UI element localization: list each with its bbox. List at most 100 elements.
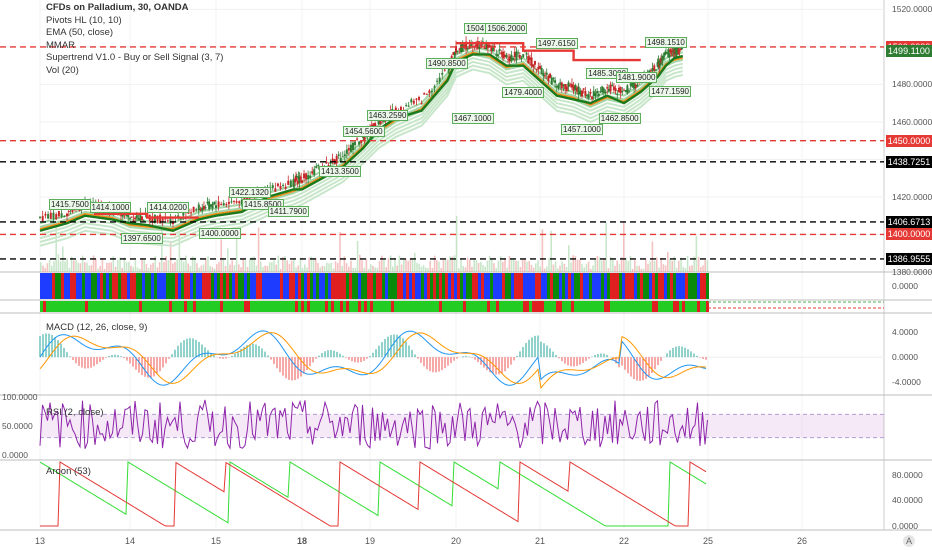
signal-strip-cell: [568, 301, 571, 312]
candle-body: [142, 220, 145, 222]
legend-pivots: Pivots HL (10, 10): [46, 14, 122, 26]
pivot-label: 1506.2000: [485, 22, 528, 34]
signal-strip-cell: [85, 301, 88, 312]
volume-bar: [695, 235, 698, 272]
signal-strip-cell: [205, 301, 208, 312]
aroon-label: Aroon (53): [46, 466, 91, 477]
volume-bar: [101, 258, 104, 272]
candle-body: [596, 91, 599, 94]
mmar-strip-cell: [181, 273, 184, 299]
volume-bar: [240, 267, 242, 272]
signal-strip-cell: [169, 301, 172, 312]
candle-body: [309, 175, 312, 178]
volume-bar: [271, 262, 273, 272]
signal-strip-cell: [547, 301, 550, 312]
signal-strip-cell: [706, 301, 709, 312]
volume-bar: [178, 232, 181, 272]
volume-bar: [117, 259, 119, 272]
candle-body: [532, 64, 535, 68]
candle-body: [407, 105, 410, 107]
volume-bar: [66, 258, 68, 272]
mmar-strip-cell: [541, 273, 544, 299]
candle-body: [455, 46, 457, 53]
mmar-strip-cell: [79, 273, 82, 299]
volume-bar: [286, 260, 288, 272]
volume-bar: [106, 262, 108, 272]
candle-body: [204, 207, 207, 209]
rsi-axis-label: 50.0000: [2, 421, 33, 431]
candle-body: [544, 75, 547, 77]
mmar-strip-cell: [358, 273, 361, 299]
volume-bar: [326, 262, 328, 272]
signal-strip-cell: [451, 301, 454, 312]
mmar-strip-cell: [316, 273, 319, 299]
signal-strip-cell: [478, 301, 481, 312]
volume-bar: [99, 265, 101, 272]
signal-strip-cell: [373, 301, 376, 312]
volume-bar: [510, 259, 513, 272]
signal-strip-cell: [259, 301, 262, 312]
volume-bar: [469, 259, 471, 272]
mmar-strip-cell: [415, 273, 418, 299]
volume-bar: [605, 222, 607, 272]
volume-bar: [48, 259, 51, 272]
auto-scale-button[interactable]: A: [903, 535, 915, 547]
candle-body: [151, 216, 154, 222]
signal-strip-cell: [583, 301, 586, 312]
signal-strip-cell: [415, 301, 418, 312]
signal-strip-cell: [607, 301, 610, 312]
volume-bar: [55, 224, 57, 272]
candle-body: [279, 185, 282, 190]
volume-bar: [532, 267, 535, 272]
mmar-strip-cell: [256, 273, 259, 299]
mmar-strip-cell: [643, 273, 646, 299]
legend-vol: Vol (20): [46, 64, 79, 76]
mmar-strip-cell: [340, 273, 343, 299]
candle-body: [653, 65, 656, 71]
mmar-strip-cell: [199, 273, 202, 299]
volume-bar: [576, 259, 579, 272]
mmar-strip-cell: [622, 273, 625, 299]
mmar-strip-cell: [346, 273, 349, 299]
candle-body: [500, 52, 503, 55]
volume-bar: [194, 257, 196, 272]
signal-strip-cell: [166, 301, 169, 312]
volume-bar: [462, 266, 464, 272]
volume-bar: [431, 267, 434, 272]
mmar-strip-cell: [262, 273, 265, 299]
mmar-strip-cell: [703, 273, 706, 299]
volume-bar: [475, 260, 478, 272]
mmar-strip-cell: [133, 273, 136, 299]
aroon-axis-label: 40.0000: [892, 495, 923, 506]
volume-bar: [447, 259, 449, 272]
mmar-strip-cell: [178, 273, 181, 299]
volume-bar: [134, 260, 137, 272]
mmar-strip-cell: [532, 273, 535, 299]
mmar-ribbon-line: [39, 45, 684, 225]
mmar-strip-cell: [460, 273, 463, 299]
volume-bar: [176, 258, 178, 272]
mmar-strip-cell: [478, 273, 481, 299]
volume-bar: [436, 260, 438, 272]
signal-strip-cell: [91, 301, 94, 312]
volume-bar: [449, 256, 451, 272]
candle-body: [39, 216, 41, 218]
volume-bar: [334, 261, 337, 272]
candle-body: [305, 173, 308, 180]
volume-bar: [233, 265, 236, 272]
candle-body: [217, 201, 220, 207]
mmar-strip-cell: [493, 273, 496, 299]
mmar-strip-cell: [106, 273, 109, 299]
mmar-strip-cell: [451, 273, 454, 299]
signal-strip-cell: [385, 301, 388, 312]
candle-body: [296, 180, 299, 185]
candle-body: [67, 210, 70, 212]
signal-strip-cell: [133, 301, 136, 312]
volume-bar: [172, 263, 174, 272]
signal-strip-cell: [241, 301, 244, 312]
mmar-strip-cell: [673, 273, 676, 299]
volume-bar: [367, 268, 370, 272]
mmar-strip-cell: [529, 273, 532, 299]
signal-strip-cell: [43, 301, 46, 312]
